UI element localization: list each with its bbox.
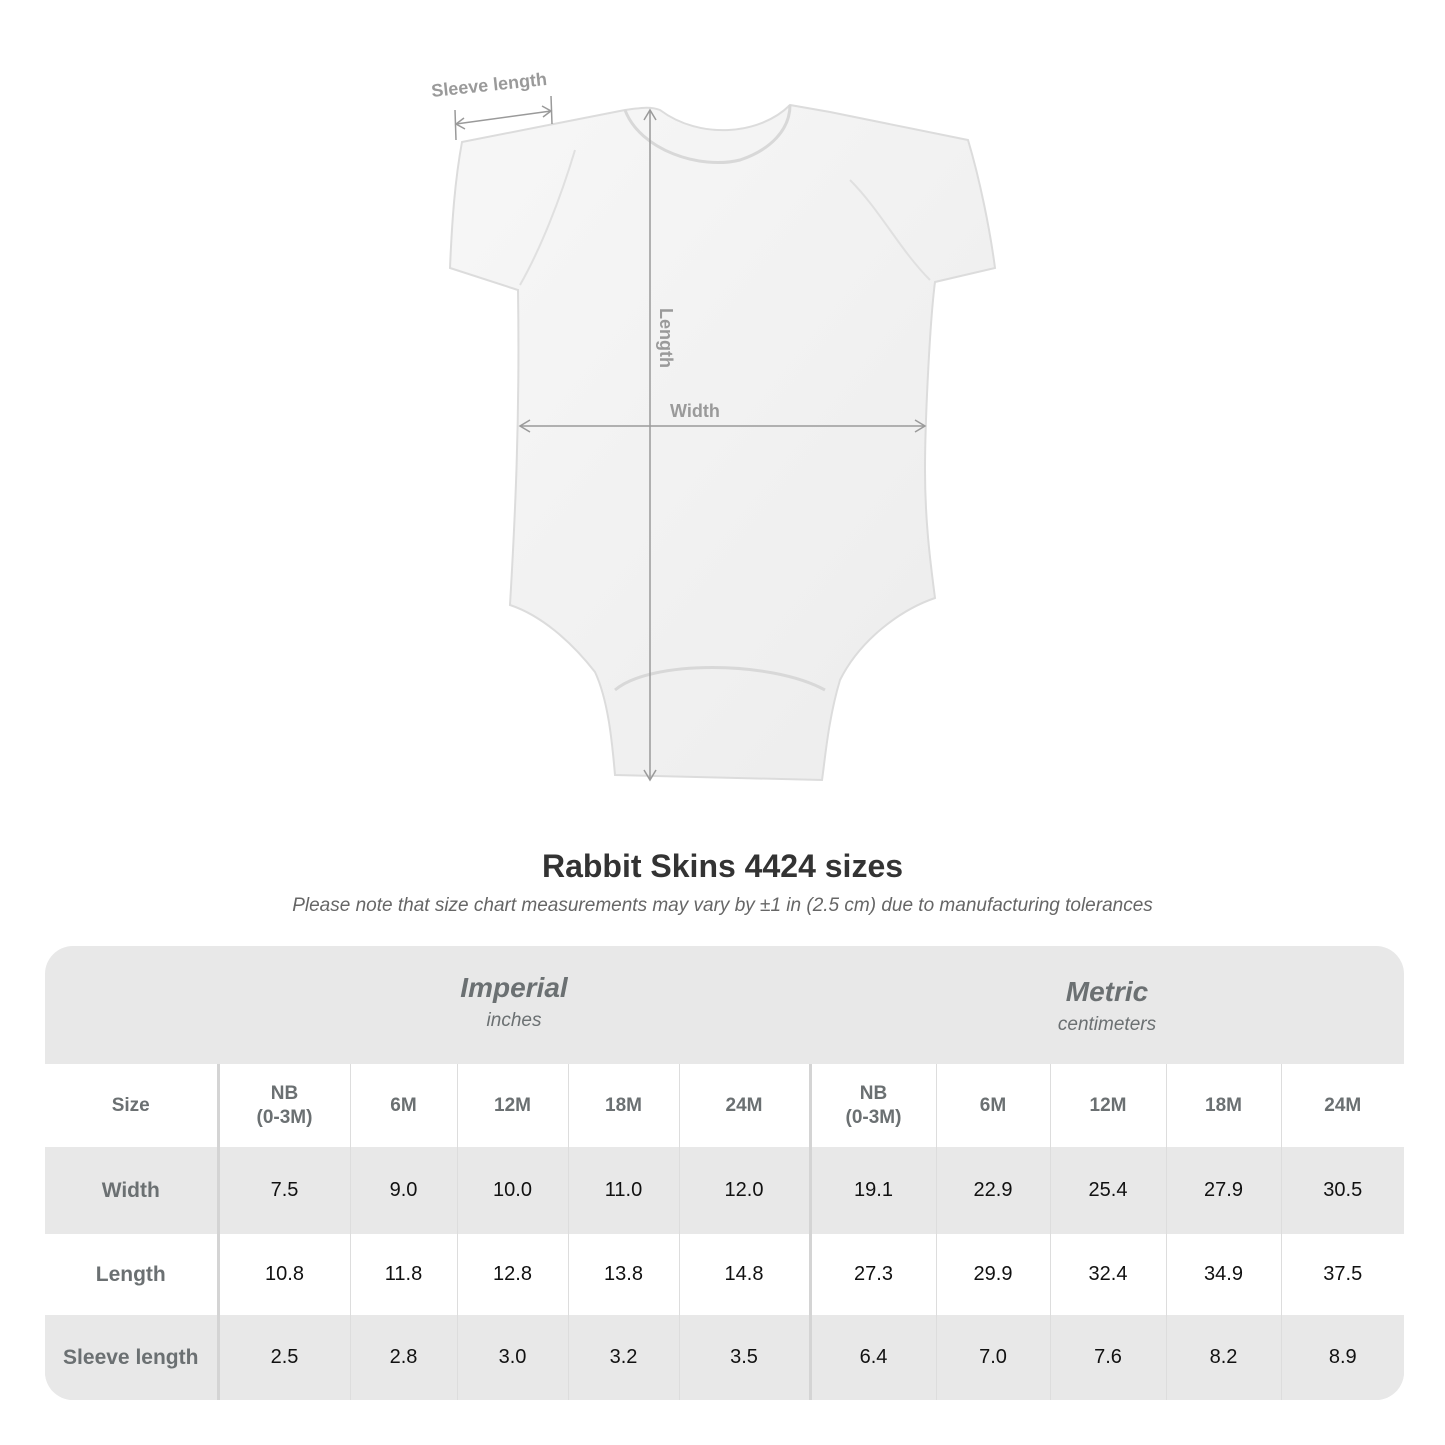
onesie-body [448,103,997,782]
cell-metric: 8.2 [1165,1315,1281,1400]
cell-imperial: 12.0 [678,1147,810,1234]
size-header-imperial: 24M [678,1064,810,1147]
cell-metric: 19.1 [808,1147,936,1234]
cell-imperial: 10.8 [217,1234,350,1315]
cell-metric: 34.9 [1165,1234,1281,1315]
size-header-metric: 18M [1165,1064,1281,1147]
cell-imperial: 11.8 [349,1234,457,1315]
cell-imperial: 7.5 [217,1147,350,1234]
cell-metric: 7.6 [1049,1315,1166,1400]
tolerance-note: Please note that size chart measurements… [292,895,1153,916]
row-label: Width [45,1147,220,1234]
size-table: Imperial inches Metric centimeters Size N… [45,946,1404,1400]
cell-imperial: 2.5 [217,1315,350,1400]
cell-imperial: 3.5 [678,1315,810,1400]
size-grid: Size NB (0-3M) 6M 12M 18M 24M NB (0-3M) 6M 12M 18M 2… [45,1064,1404,1400]
size-header-imperial: 18M [567,1064,679,1147]
table-row: Width 7.5 9.0 10.0 11.0 12.0 19.1 22.9 25.4 27.9 3… [45,1147,1404,1234]
size-header-metric: 24M [1280,1064,1404,1147]
table-row: Length 10.8 11.8 12.8 13.8 14.8 27.3 29.9 32.4 34… [45,1234,1404,1315]
metric-unit: centimeters [1057,1014,1157,1035]
size-header-imperial: 12M [456,1064,568,1147]
cell-imperial: 2.8 [349,1315,457,1400]
cell-metric: 32.4 [1049,1234,1166,1315]
row-label: Sleeve length [45,1315,220,1400]
cell-imperial: 14.8 [678,1234,810,1315]
cell-metric: 25.4 [1049,1147,1166,1234]
cell-metric: 27.9 [1165,1147,1281,1234]
cell-metric: 27.3 [808,1234,936,1315]
size-header-imperial: NB (0-3M) [217,1064,350,1147]
cell-imperial: 3.2 [567,1315,679,1400]
row-label: Length [45,1234,220,1315]
cell-metric: 8.9 [1280,1315,1404,1400]
cell-imperial: 3.0 [456,1315,568,1400]
imperial-title: Imperial [460,972,568,1003]
cell-imperial: 10.0 [456,1147,568,1234]
cell-imperial: 13.8 [567,1234,679,1315]
cell-metric: 29.9 [935,1234,1050,1315]
cell-imperial: 11.0 [567,1147,679,1234]
cell-metric: 7.0 [935,1315,1050,1400]
cell-metric: 6.4 [808,1315,936,1400]
imperial-unit: inches [486,1010,542,1031]
size-label: Size [45,1064,220,1147]
size-header-metric: 12M [1049,1064,1166,1147]
cell-metric: 22.9 [935,1147,1050,1234]
cell-metric: 37.5 [1280,1234,1404,1315]
cell-imperial: 9.0 [349,1147,457,1234]
sleeve-length-label: Sleeve length [430,69,548,101]
measure-arrows [454,95,927,782]
metric-header: Metric centimeters [810,946,1404,1064]
size-header-imperial: 6M [349,1064,457,1147]
metric-title: Metric [1065,976,1149,1007]
width-label: Width [670,401,720,421]
cell-metric: 30.5 [1280,1147,1404,1234]
size-header-metric: 6M [935,1064,1050,1147]
size-header-row: Size NB (0-3M) 6M 12M 18M 24M NB (0-3M) 6M 12M 18M 2… [45,1064,1404,1147]
page-title: Rabbit Skins 4424 sizes [541,848,904,884]
table-row: Sleeve length 2.5 2.8 3.0 3.2 3.5 6.4 7.0 7.6 8.2… [45,1315,1404,1400]
imperial-header: Imperial inches [218,946,810,1064]
onesie-image: Sleeve length Length Width [430,69,997,782]
size-header-metric: NB (0-3M) [808,1064,936,1147]
length-label: Length [656,308,676,368]
cell-imperial: 12.8 [456,1234,568,1315]
